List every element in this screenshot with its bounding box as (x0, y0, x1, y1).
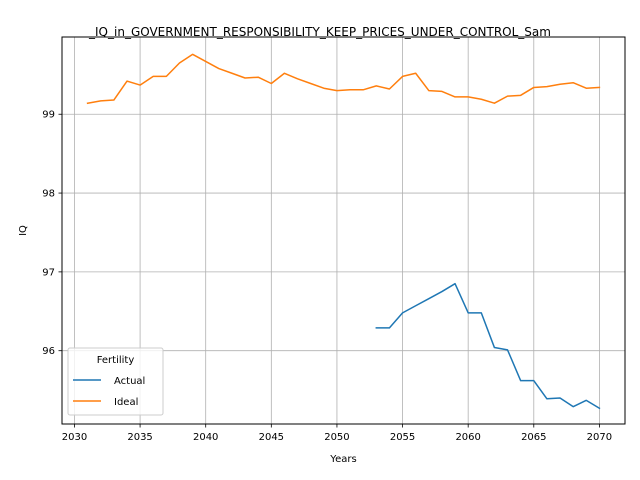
legend-label-actual: Actual (114, 376, 145, 387)
plot-frame (61, 36, 626, 425)
x-tick-label: 2035 (127, 432, 152, 443)
x-tick-label: 2055 (390, 432, 415, 443)
series-line-actual (375, 282, 601, 410)
x-tick-label: 2050 (324, 432, 349, 443)
y-axis-label: IQ (18, 225, 29, 236)
chart-title: _IQ_in_GOVERNMENT_RESPONSIBILITY_KEEP_PR… (88, 25, 551, 39)
x-tick-label: 2060 (455, 432, 480, 443)
x-tick-label: 2045 (259, 432, 284, 443)
x-tick-label: 2065 (521, 432, 546, 443)
x-tick-label: 2030 (62, 432, 87, 443)
x-tick-label: 2040 (193, 432, 218, 443)
legend-box (67, 347, 164, 416)
legend: Fertility Actual Ideal (67, 347, 164, 416)
x-axis-label: Years (329, 454, 356, 465)
y-tick-label: 96 (42, 346, 55, 357)
y-tick-label: 98 (42, 189, 55, 200)
x-tick-label: 2070 (587, 432, 612, 443)
series-layer (86, 53, 601, 410)
y-tick-label: 99 (42, 110, 55, 121)
axis-ticks: 2030 2035 2040 2045 2050 2055 2060 2065 2070 96 97… (42, 110, 612, 443)
series-line-ideal (86, 53, 601, 105)
legend-label-ideal: Ideal (114, 397, 138, 408)
y-tick-label: 97 (42, 267, 55, 278)
legend-title: Fertility (97, 355, 135, 366)
